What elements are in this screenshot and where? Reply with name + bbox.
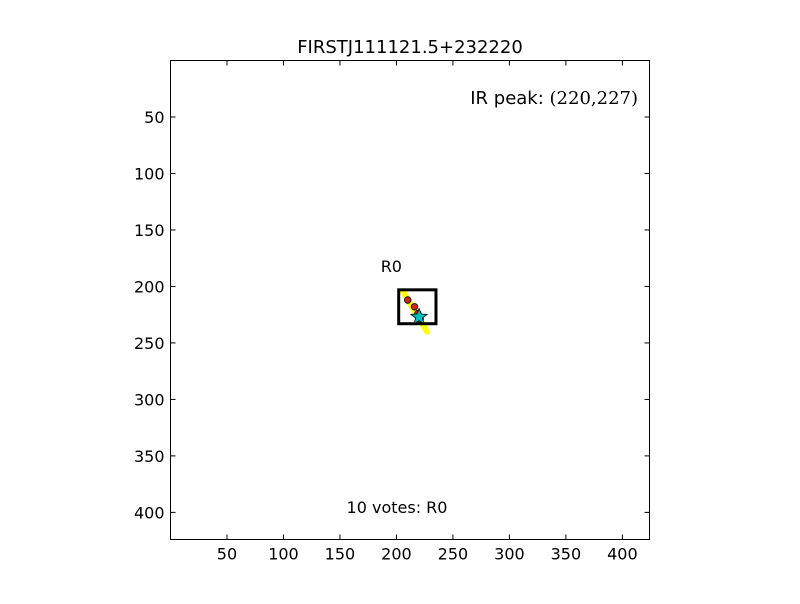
x-tick-label-300: 300 bbox=[494, 545, 525, 564]
y-tick-label-200: 200 bbox=[134, 277, 165, 296]
x-tick-label-400: 400 bbox=[607, 545, 638, 564]
y-tick-label-400: 400 bbox=[134, 503, 165, 522]
data-point-1 bbox=[404, 296, 412, 304]
plot-area: R0 bbox=[381, 257, 438, 335]
x-tick-label-100: 100 bbox=[268, 545, 299, 564]
y-tick-label-300: 300 bbox=[134, 390, 165, 409]
x-tick-label-150: 150 bbox=[325, 545, 356, 564]
radio-box-label: R0 bbox=[381, 257, 402, 276]
y-tick-label-100: 100 bbox=[134, 164, 165, 183]
y-axis: 50 100 150 200 250 300 350 400 bbox=[134, 108, 650, 522]
x-tick-label-250: 250 bbox=[438, 545, 469, 564]
ir-peak-coordinates: (220,227) bbox=[550, 88, 638, 109]
data-point-2 bbox=[410, 303, 419, 311]
x-tick-label-50: 50 bbox=[217, 545, 237, 564]
ir-peak-star bbox=[409, 307, 429, 325]
y-tick-label-350: 350 bbox=[134, 447, 165, 466]
radio-box-r0 bbox=[397, 288, 438, 326]
chart-title: FIRSTJ111121.5+232220 bbox=[297, 37, 523, 58]
ir-peak-label: IR peak: (220,227) bbox=[470, 88, 638, 109]
x-tick-label-350: 350 bbox=[551, 545, 582, 564]
y-tick-label-150: 150 bbox=[134, 221, 165, 240]
y-tick-label-50: 50 bbox=[144, 108, 164, 127]
x-axis: 50 100 150 200 250 300 350 400 bbox=[217, 60, 638, 564]
ir-peak-prefix: IR peak: bbox=[470, 88, 549, 109]
votes-label: 10 votes: R0 bbox=[347, 498, 448, 517]
plot-frame bbox=[170, 60, 650, 540]
y-tick-label-250: 250 bbox=[134, 334, 165, 353]
x-tick-label-200: 200 bbox=[381, 545, 412, 564]
